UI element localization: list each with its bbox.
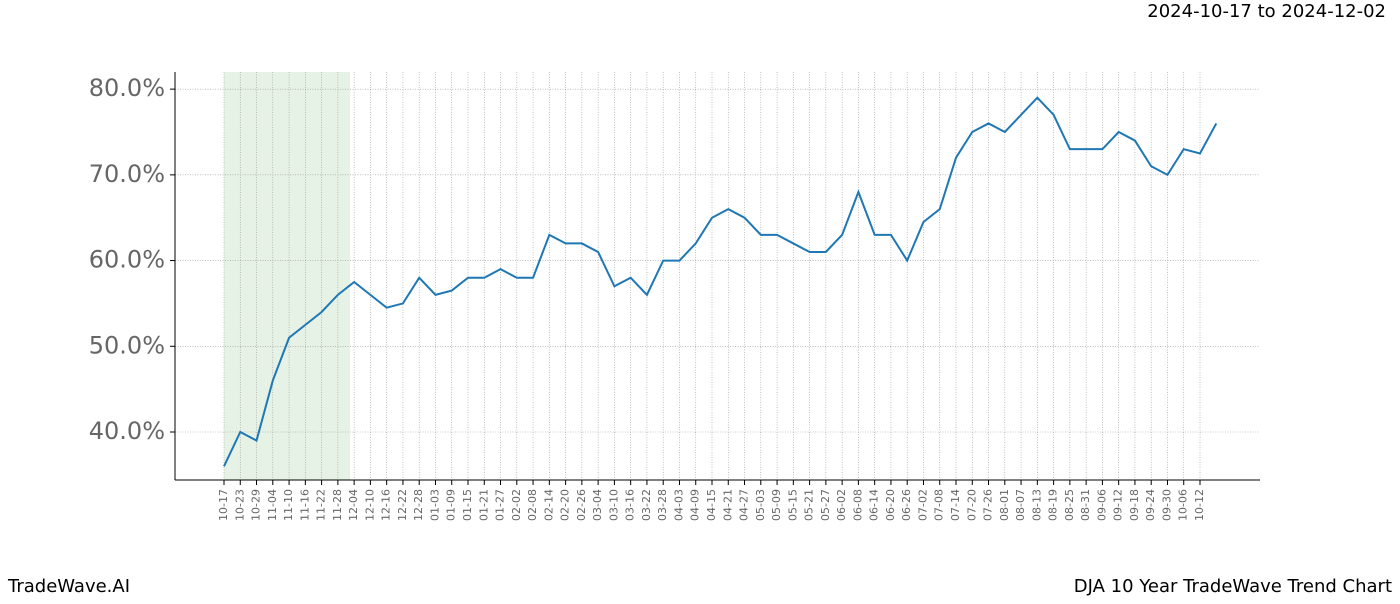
x-tick-label: 09-30 bbox=[1160, 489, 1173, 521]
y-tick-label: 40.0% bbox=[89, 417, 165, 445]
x-tick-label: 03-28 bbox=[656, 489, 669, 521]
x-tick-label: 04-15 bbox=[705, 489, 718, 521]
x-tick-label: 04-21 bbox=[721, 489, 734, 521]
x-tick-label: 10-06 bbox=[1177, 489, 1190, 521]
x-tick-label: 01-15 bbox=[461, 489, 474, 521]
x-tick-label: 04-09 bbox=[689, 489, 702, 521]
date-range: 2024-10-17 to 2024-12-02 bbox=[1147, 1, 1386, 22]
x-tick-label: 01-27 bbox=[494, 489, 507, 521]
x-tick-label: 07-14 bbox=[949, 489, 962, 521]
brand: TradeWave.AI bbox=[7, 576, 130, 597]
x-tick-label: 11-16 bbox=[298, 489, 311, 521]
x-tick-label: 12-10 bbox=[363, 489, 376, 521]
x-tick-label: 05-09 bbox=[770, 489, 783, 521]
x-tick-label: 08-01 bbox=[998, 489, 1011, 521]
x-tick-label: 10-29 bbox=[250, 489, 263, 521]
x-tick-label: 10-12 bbox=[1193, 489, 1206, 521]
x-tick-label: 11-10 bbox=[282, 489, 295, 521]
x-tick-label: 10-17 bbox=[217, 489, 230, 521]
x-tick-label: 02-14 bbox=[542, 489, 555, 521]
x-tick-label: 02-26 bbox=[575, 489, 588, 521]
x-tick-label: 03-04 bbox=[591, 489, 604, 521]
y-tick-label: 70.0% bbox=[89, 160, 165, 188]
x-tick-label: 01-21 bbox=[477, 489, 490, 521]
x-tick-label: 07-20 bbox=[965, 489, 978, 521]
x-tick-label: 11-04 bbox=[266, 489, 279, 521]
chart-caption: DJA 10 Year TradeWave Trend Chart bbox=[1074, 576, 1392, 597]
x-tick-label: 08-25 bbox=[1063, 489, 1076, 521]
x-tick-label: 12-16 bbox=[380, 489, 393, 521]
x-tick-label: 02-20 bbox=[559, 489, 572, 521]
trend-line bbox=[223, 96, 1218, 467]
x-tick-label: 04-03 bbox=[672, 489, 685, 521]
x-tick-label: 04-27 bbox=[738, 489, 751, 521]
x-tick-label: 03-22 bbox=[640, 489, 653, 521]
x-tick-label: 01-09 bbox=[445, 489, 458, 521]
x-tick-label: 11-22 bbox=[315, 489, 328, 521]
y-tick-label: 60.0% bbox=[89, 246, 165, 274]
x-tick-label: 07-08 bbox=[933, 489, 946, 521]
x-tick-label: 06-20 bbox=[884, 489, 897, 521]
y-tick-label: 80.0% bbox=[89, 74, 165, 102]
highlight-band bbox=[224, 72, 351, 480]
x-tick-label: 01-03 bbox=[428, 489, 441, 521]
x-tick-label: 03-10 bbox=[607, 489, 620, 521]
x-tick-label: 09-24 bbox=[1144, 489, 1157, 521]
x-tick-label: 12-28 bbox=[412, 489, 425, 521]
x-tick-label: 07-26 bbox=[982, 489, 995, 521]
x-tick-label: 08-07 bbox=[1014, 489, 1027, 521]
x-tick-label: 09-12 bbox=[1112, 489, 1125, 521]
x-tick-label: 08-19 bbox=[1047, 489, 1060, 521]
x-tick-label: 05-03 bbox=[754, 489, 767, 521]
x-tick-label: 02-02 bbox=[510, 489, 523, 521]
x-tick-label: 09-06 bbox=[1095, 489, 1108, 521]
x-tick-label: 12-04 bbox=[347, 489, 360, 521]
x-tick-label: 06-02 bbox=[835, 489, 848, 521]
x-tick-label: 05-27 bbox=[819, 489, 832, 521]
x-tick-label: 08-31 bbox=[1079, 489, 1092, 521]
x-tick-label: 06-26 bbox=[900, 489, 913, 521]
x-tick-label: 11-28 bbox=[331, 489, 344, 521]
x-tick-label: 06-14 bbox=[868, 489, 881, 521]
y-tick-label: 50.0% bbox=[89, 331, 165, 359]
x-tick-label: 05-21 bbox=[803, 489, 816, 521]
x-tick-label: 07-02 bbox=[916, 489, 929, 521]
x-tick-label: 05-15 bbox=[786, 489, 799, 521]
x-tick-label: 08-13 bbox=[1030, 489, 1043, 521]
x-tick-label: 02-08 bbox=[526, 489, 539, 521]
x-tick-label: 06-08 bbox=[851, 489, 864, 521]
x-tick-label: 10-23 bbox=[233, 489, 246, 521]
x-tick-label: 03-16 bbox=[624, 489, 637, 521]
x-tick-label: 12-22 bbox=[396, 489, 409, 521]
x-tick-label: 09-18 bbox=[1128, 489, 1141, 521]
